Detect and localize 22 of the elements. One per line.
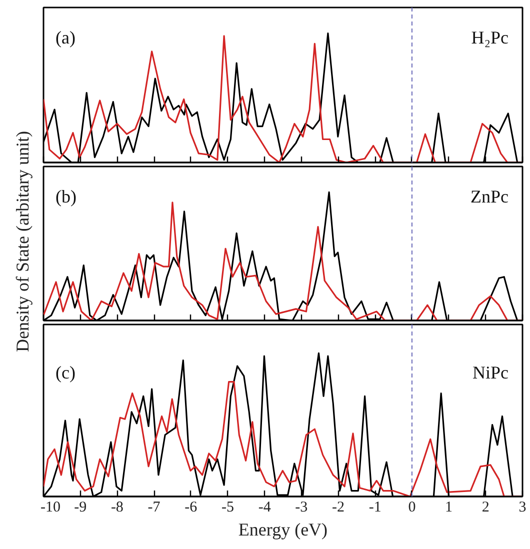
x-tick-label: -4 (258, 500, 272, 516)
annotation: (c) (56, 362, 76, 382)
x-tick-label: -9 (74, 500, 87, 516)
x-tick-label: -7 (148, 500, 161, 516)
annotation: (a) (56, 28, 76, 48)
x-tick-label: -8 (110, 500, 124, 516)
x-tick-label: 2 (482, 500, 490, 516)
x-tick-label: -3 (295, 500, 308, 516)
annotation: H₂Pc (471, 28, 509, 48)
x-tick-label: 0 (408, 500, 416, 516)
annotation: ZnPc (470, 186, 509, 206)
x-tick-label: -6 (184, 500, 198, 516)
x-tick-label: -5 (221, 500, 234, 516)
x-tick-label: -2 (332, 500, 345, 516)
x-tick-label: -10 (40, 500, 60, 516)
x-axis-title: Energy (eV) (238, 520, 328, 540)
x-tick-label: 3 (518, 500, 526, 516)
x-tick-label: 1 (445, 500, 453, 516)
annotation: (b) (56, 186, 76, 206)
y-axis-title: Density of State (arbitary unit) (12, 131, 32, 352)
annotation: NiPc (472, 362, 509, 382)
x-tick-label: -1 (368, 500, 382, 516)
